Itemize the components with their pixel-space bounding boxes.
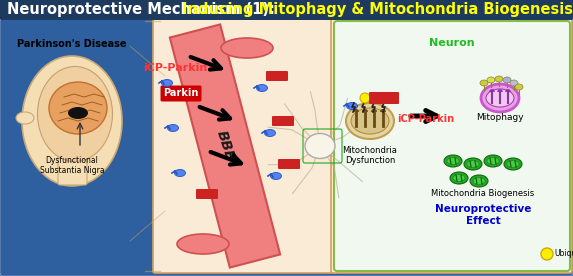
Ellipse shape	[470, 175, 488, 187]
Text: Ubiquitin: Ubiquitin	[554, 250, 573, 259]
Ellipse shape	[49, 82, 107, 134]
Ellipse shape	[346, 103, 394, 139]
Ellipse shape	[481, 84, 519, 112]
Text: iCP-Parkin: iCP-Parkin	[143, 63, 207, 73]
Ellipse shape	[175, 169, 186, 176]
FancyBboxPatch shape	[5, 21, 150, 271]
FancyBboxPatch shape	[334, 21, 570, 271]
Text: Parkinson's Disease: Parkinson's Disease	[17, 39, 127, 49]
Text: Parkin: Parkin	[163, 88, 199, 98]
Text: Mitophagy: Mitophagy	[476, 113, 524, 122]
FancyBboxPatch shape	[58, 151, 87, 185]
Text: BBB: BBB	[213, 129, 237, 163]
Ellipse shape	[495, 76, 503, 82]
Ellipse shape	[265, 129, 276, 137]
FancyBboxPatch shape	[272, 116, 294, 126]
FancyBboxPatch shape	[369, 92, 399, 104]
Circle shape	[360, 93, 370, 103]
Ellipse shape	[447, 158, 459, 164]
Text: Mitochondria
Dysfunction: Mitochondria Dysfunction	[343, 146, 398, 165]
Ellipse shape	[16, 112, 34, 124]
FancyBboxPatch shape	[196, 189, 218, 199]
Ellipse shape	[467, 161, 479, 168]
Text: Inducing Mitophagy & Mitochondria Biogenesis: Inducing Mitophagy & Mitochondria Biogen…	[182, 2, 573, 17]
Ellipse shape	[270, 172, 281, 179]
FancyBboxPatch shape	[153, 19, 337, 273]
Ellipse shape	[22, 56, 122, 186]
Text: Mitochondria Biogenesis: Mitochondria Biogenesis	[431, 189, 535, 198]
FancyBboxPatch shape	[278, 159, 300, 169]
Ellipse shape	[68, 107, 88, 119]
FancyBboxPatch shape	[331, 19, 572, 273]
Ellipse shape	[162, 79, 172, 86]
Text: Neuroprotective
Effect: Neuroprotective Effect	[435, 204, 531, 225]
Ellipse shape	[504, 158, 522, 170]
Ellipse shape	[167, 124, 179, 131]
Text: Neuron: Neuron	[429, 38, 475, 48]
Text: Dysfunctional
Substantia Nigra: Dysfunctional Substantia Nigra	[40, 156, 104, 176]
Ellipse shape	[515, 84, 523, 90]
Ellipse shape	[305, 134, 335, 158]
Ellipse shape	[453, 174, 465, 182]
Ellipse shape	[37, 67, 112, 161]
Text: Inducing Mitophagy & Mitochondria Biogenesis: Inducing Mitophagy & Mitochondria Biogen…	[182, 2, 573, 17]
Circle shape	[541, 248, 553, 260]
Ellipse shape	[487, 158, 499, 164]
Ellipse shape	[484, 155, 502, 167]
Ellipse shape	[503, 77, 511, 83]
Text: Neuroprotective Mechanism (1):: Neuroprotective Mechanism (1):	[7, 2, 280, 17]
Text: iCP-Parkin: iCP-Parkin	[398, 114, 454, 124]
Ellipse shape	[177, 234, 229, 254]
FancyBboxPatch shape	[266, 71, 288, 81]
Ellipse shape	[347, 102, 358, 110]
FancyBboxPatch shape	[0, 18, 573, 276]
Ellipse shape	[480, 80, 488, 86]
Ellipse shape	[473, 177, 485, 184]
Text: Neuroprotective Mechanism (1):: Neuroprotective Mechanism (1):	[7, 2, 280, 17]
Ellipse shape	[507, 161, 519, 168]
Ellipse shape	[510, 80, 518, 86]
FancyBboxPatch shape	[0, 0, 573, 20]
Ellipse shape	[450, 172, 468, 184]
Bar	[0, 0, 573, 19]
Ellipse shape	[486, 89, 514, 107]
Ellipse shape	[351, 108, 389, 134]
Ellipse shape	[444, 155, 462, 167]
Ellipse shape	[221, 38, 273, 58]
Ellipse shape	[257, 84, 268, 92]
FancyBboxPatch shape	[160, 86, 202, 102]
Ellipse shape	[464, 158, 482, 170]
Ellipse shape	[487, 77, 495, 83]
Polygon shape	[170, 25, 280, 267]
